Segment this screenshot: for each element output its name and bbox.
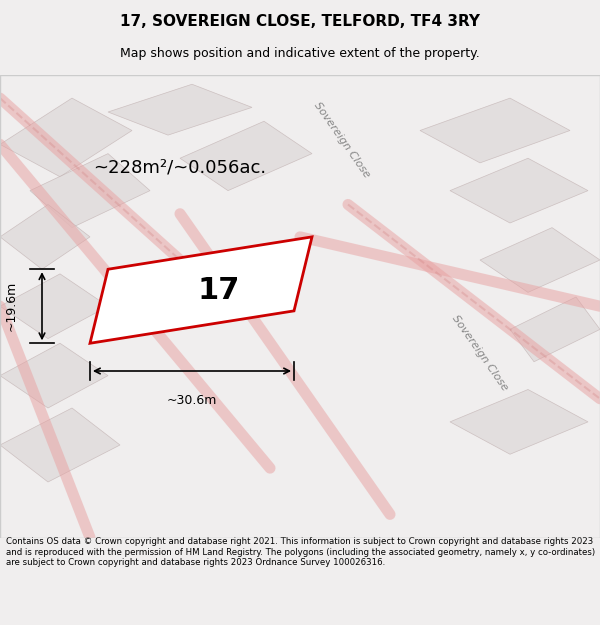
Polygon shape [0, 408, 120, 482]
Polygon shape [420, 98, 570, 163]
Polygon shape [0, 343, 108, 408]
Polygon shape [180, 121, 312, 191]
Polygon shape [480, 228, 600, 292]
Polygon shape [90, 237, 312, 343]
Text: ~228m²/~0.056ac.: ~228m²/~0.056ac. [94, 159, 266, 176]
Polygon shape [0, 98, 132, 177]
Text: Sovereign Close: Sovereign Close [450, 313, 510, 392]
Polygon shape [0, 274, 108, 339]
Text: Contains OS data © Crown copyright and database right 2021. This information is : Contains OS data © Crown copyright and d… [6, 538, 595, 568]
Polygon shape [450, 389, 588, 454]
Polygon shape [450, 158, 588, 223]
Text: Sovereign Close: Sovereign Close [312, 100, 372, 179]
Polygon shape [30, 154, 150, 228]
Text: 17: 17 [198, 276, 240, 304]
Text: 17, SOVEREIGN CLOSE, TELFORD, TF4 3RY: 17, SOVEREIGN CLOSE, TELFORD, TF4 3RY [120, 14, 480, 29]
Polygon shape [108, 84, 252, 135]
Polygon shape [510, 297, 600, 362]
Text: Map shows position and indicative extent of the property.: Map shows position and indicative extent… [120, 48, 480, 61]
Text: ~30.6m: ~30.6m [167, 394, 217, 407]
Text: ~19.6m: ~19.6m [5, 281, 18, 331]
Polygon shape [0, 204, 90, 269]
